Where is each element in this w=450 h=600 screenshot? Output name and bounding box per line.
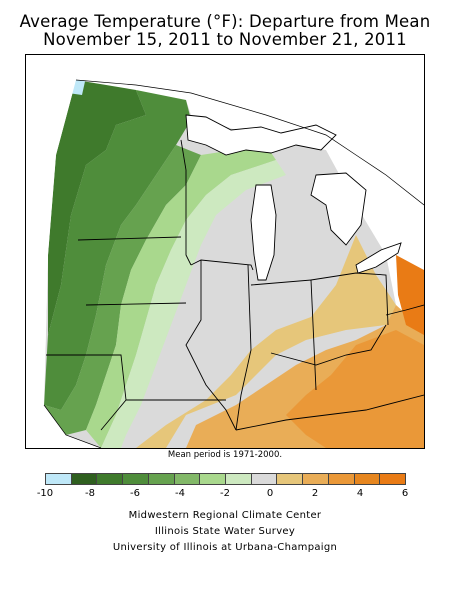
legend-swatch (174, 473, 201, 485)
legend-swatch (148, 473, 175, 485)
legend-tick: -6 (130, 488, 140, 499)
lake-michigan (250, 184, 277, 281)
outside-top-left (26, 55, 86, 448)
state-boundaries (46, 139, 424, 431)
legend-tick: 2 (311, 488, 319, 499)
legend-swatch (97, 473, 124, 485)
legend-tick: 6 (401, 488, 409, 499)
credit-line-2: Illinois State Water Survey (154, 526, 296, 537)
legend-swatch (354, 473, 381, 485)
map-canvas (26, 55, 424, 448)
legend-tick: -4 (175, 488, 185, 499)
temperature-departure-map (25, 54, 425, 449)
lake-superior (185, 114, 337, 156)
legend-swatch (380, 473, 407, 485)
legend-swatch (226, 473, 252, 485)
legend-swatch (71, 473, 98, 485)
legend-tick-labels: -10 -8 -6 -4 -2 0 2 4 6 (37, 488, 409, 502)
color-scale-legend (45, 473, 407, 485)
legend-tick: -10 (36, 488, 54, 499)
region-dark-orange (396, 255, 424, 335)
map-title-line-2: November 15, 2011 to November 21, 2011 (43, 30, 407, 49)
region-orange (286, 330, 424, 448)
credit-line-1: Midwestern Regional Climate Center (128, 510, 322, 521)
legend-tick: -8 (85, 488, 95, 499)
legend-tick: -2 (220, 488, 230, 499)
legend-swatch (251, 473, 278, 485)
region-tan (136, 235, 396, 448)
legend-swatch (200, 473, 227, 485)
legend-swatch (123, 473, 149, 485)
legend-swatch (328, 473, 355, 485)
legend-swatch (277, 473, 304, 485)
lake-huron (310, 172, 367, 246)
legend-swatch (46, 473, 72, 485)
legend-swatch (303, 473, 329, 485)
mean-period-note: Mean period is 1971-2000. (167, 450, 283, 460)
region-darkest-green (48, 80, 146, 335)
outside-bottom-left (26, 405, 101, 448)
legend-tick: 4 (356, 488, 364, 499)
credit-line-3: University of Illinois at Urbana-Champai… (112, 542, 338, 553)
legend-tick: 0 (266, 488, 274, 499)
map-title-line-1: Average Temperature (°F): Departure from… (19, 12, 431, 31)
region-pale-green (101, 160, 286, 448)
region-light-green (86, 145, 276, 448)
outside-top (76, 55, 424, 205)
region-dark-green (44, 90, 191, 410)
region-mid-green (44, 145, 201, 435)
projection-outline (43, 79, 424, 448)
